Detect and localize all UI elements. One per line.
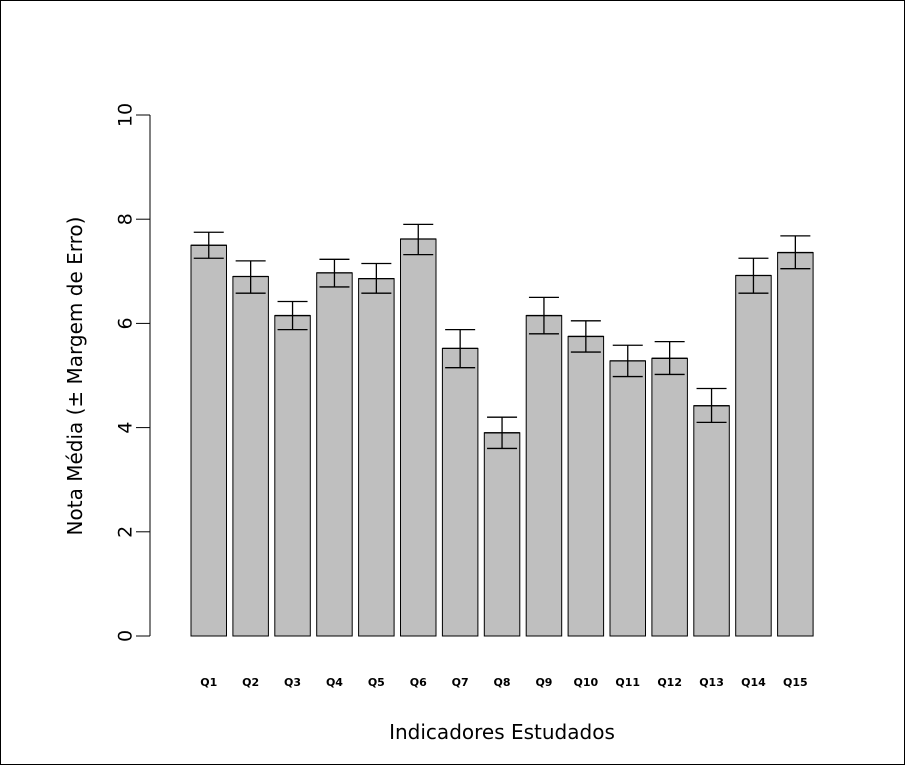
bar-Q6 <box>400 238 437 637</box>
bar-Q5 <box>358 278 395 637</box>
x-tick-label-Q11: Q11 <box>615 676 640 689</box>
bar-Q15 <box>777 252 814 637</box>
y-tick-label-0: 0 <box>115 630 137 642</box>
x-tick-label-Q1: Q1 <box>200 676 217 689</box>
bar-Q13 <box>693 405 730 637</box>
y-axis-label: Nota Média (± Margem de Erro) <box>63 217 87 536</box>
y-tick-label-6: 6 <box>115 317 137 329</box>
bar-Q1 <box>190 244 227 637</box>
x-tick-label-Q2: Q2 <box>242 676 259 689</box>
bar-Q14 <box>735 274 772 637</box>
bars-group <box>190 238 814 637</box>
bar-Q3 <box>274 315 311 637</box>
x-tick-label-Q13: Q13 <box>699 676 724 689</box>
bar-Q4 <box>316 272 353 637</box>
bar-Q8 <box>483 432 521 637</box>
x-tick-label-Q8: Q8 <box>494 676 511 689</box>
y-tick-label-4: 4 <box>115 422 137 434</box>
x-tick-label-Q4: Q4 <box>326 676 343 689</box>
x-tick-label-Q9: Q9 <box>535 676 552 689</box>
x-tick-label-Q3: Q3 <box>284 676 301 689</box>
bar-Q12 <box>651 357 688 637</box>
y-axis: 0 2 4 6 8 10 <box>115 103 151 642</box>
bar-Q11 <box>609 360 646 637</box>
x-axis-label: Indicadores Estudados <box>389 720 615 744</box>
y-tick-label-2: 2 <box>115 526 137 538</box>
x-tick-label-Q14: Q14 <box>741 676 766 689</box>
bar-Q2 <box>232 276 269 637</box>
bar-Q9 <box>525 315 563 637</box>
error-bars-group <box>191 223 814 450</box>
y-tick-label-8: 8 <box>115 213 137 225</box>
y-tick-label-10: 10 <box>115 103 137 127</box>
x-tick-labels: Q1 Q2 Q3 Q4 Q5 Q6 Q7 Q8 Q9 Q10 Q11 Q12 Q13 Q14 Q15 <box>200 676 807 689</box>
x-tick-label-Q6: Q6 <box>410 676 427 689</box>
x-tick-label-Q12: Q12 <box>657 676 682 689</box>
x-tick-label-Q10: Q10 <box>574 676 599 689</box>
bar-Q7 <box>441 347 479 637</box>
x-tick-label-Q7: Q7 <box>452 676 469 689</box>
x-tick-label-Q5: Q5 <box>368 676 385 689</box>
bar-Q10 <box>567 335 605 637</box>
x-tick-label-Q15: Q15 <box>783 676 808 689</box>
